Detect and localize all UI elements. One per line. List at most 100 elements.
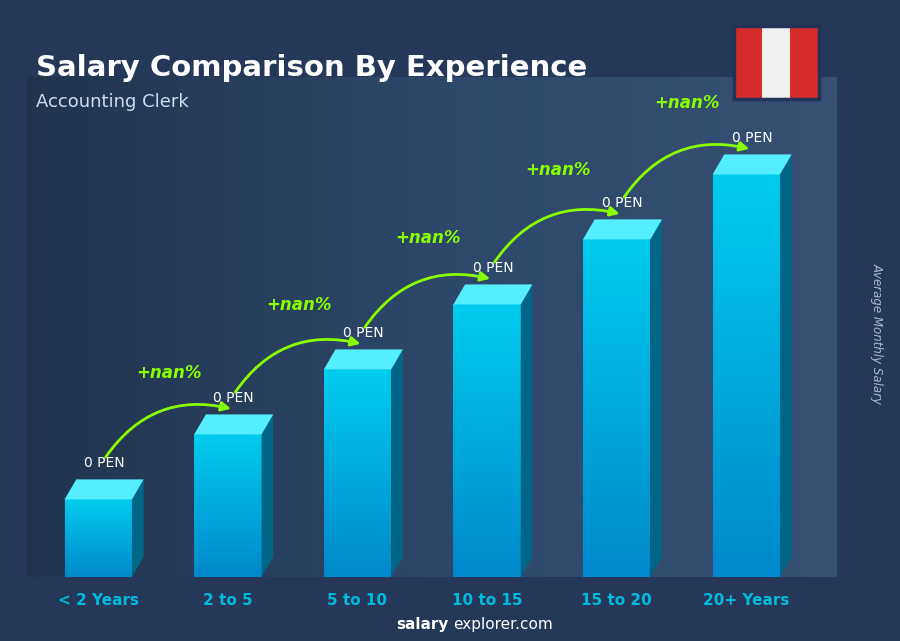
- Bar: [324, 487, 392, 490]
- Bar: [324, 466, 392, 470]
- Bar: [583, 379, 651, 386]
- Bar: [194, 438, 262, 442]
- Bar: [65, 531, 132, 533]
- Text: 0 PEN: 0 PEN: [602, 196, 643, 210]
- Bar: [583, 548, 651, 554]
- Bar: [194, 529, 262, 532]
- Bar: [324, 521, 392, 525]
- Bar: [65, 506, 132, 508]
- Bar: [454, 549, 521, 554]
- Polygon shape: [780, 154, 792, 577]
- Bar: [454, 345, 521, 350]
- Bar: [713, 235, 780, 242]
- Bar: [324, 476, 392, 480]
- Bar: [65, 525, 132, 526]
- Bar: [713, 435, 780, 443]
- Bar: [324, 556, 392, 560]
- Bar: [194, 548, 262, 551]
- Bar: [65, 569, 132, 570]
- Bar: [454, 408, 521, 413]
- Bar: [713, 456, 780, 463]
- Text: 0 PEN: 0 PEN: [472, 262, 513, 276]
- Bar: [324, 376, 392, 379]
- Bar: [583, 560, 651, 565]
- Bar: [454, 358, 521, 363]
- Bar: [324, 431, 392, 435]
- Bar: [324, 428, 392, 431]
- Bar: [454, 336, 521, 341]
- Bar: [713, 395, 780, 403]
- Bar: [583, 554, 651, 560]
- Bar: [713, 261, 780, 269]
- Bar: [194, 538, 262, 541]
- Bar: [194, 562, 262, 565]
- Bar: [324, 372, 392, 376]
- Bar: [324, 497, 392, 501]
- Bar: [454, 322, 521, 327]
- Text: salary: salary: [396, 617, 448, 633]
- Bar: [65, 562, 132, 564]
- Bar: [194, 441, 262, 444]
- Bar: [713, 503, 780, 510]
- Bar: [713, 348, 780, 356]
- Bar: [194, 481, 262, 485]
- Polygon shape: [194, 414, 274, 435]
- Bar: [194, 541, 262, 544]
- Bar: [583, 570, 651, 577]
- Bar: [583, 520, 651, 526]
- Bar: [583, 458, 651, 464]
- Bar: [324, 552, 392, 556]
- Bar: [713, 556, 780, 563]
- Bar: [790, 26, 819, 99]
- Bar: [324, 472, 392, 477]
- Bar: [324, 414, 392, 418]
- Bar: [583, 565, 651, 571]
- Bar: [454, 522, 521, 527]
- Bar: [65, 574, 132, 576]
- Bar: [583, 306, 651, 313]
- Bar: [454, 490, 521, 495]
- Bar: [194, 569, 262, 572]
- Bar: [454, 340, 521, 345]
- Bar: [194, 526, 262, 529]
- Bar: [324, 528, 392, 532]
- Bar: [65, 554, 132, 556]
- Bar: [65, 528, 132, 529]
- Bar: [713, 543, 780, 550]
- Bar: [65, 529, 132, 530]
- Bar: [194, 465, 262, 468]
- Bar: [65, 543, 132, 545]
- Bar: [454, 558, 521, 563]
- Bar: [194, 469, 262, 472]
- Bar: [583, 357, 651, 363]
- Bar: [713, 563, 780, 570]
- Bar: [713, 510, 780, 517]
- Bar: [583, 351, 651, 358]
- Bar: [454, 545, 521, 549]
- Bar: [324, 494, 392, 497]
- Bar: [324, 403, 392, 408]
- Bar: [65, 500, 132, 502]
- Bar: [324, 479, 392, 483]
- Bar: [713, 288, 780, 295]
- Text: Salary Comparison By Experience: Salary Comparison By Experience: [36, 54, 587, 83]
- Bar: [65, 575, 132, 577]
- Bar: [713, 201, 780, 208]
- Bar: [454, 445, 521, 450]
- Polygon shape: [65, 479, 144, 499]
- Bar: [713, 388, 780, 395]
- Bar: [324, 501, 392, 504]
- Bar: [65, 516, 132, 517]
- Bar: [583, 262, 651, 267]
- Bar: [324, 569, 392, 574]
- Bar: [583, 323, 651, 329]
- Bar: [324, 518, 392, 522]
- Bar: [713, 415, 780, 422]
- Bar: [65, 552, 132, 554]
- Bar: [65, 526, 132, 528]
- Bar: [734, 26, 762, 99]
- Bar: [454, 526, 521, 531]
- Bar: [324, 542, 392, 545]
- Text: 0 PEN: 0 PEN: [84, 456, 124, 470]
- FancyArrowPatch shape: [624, 142, 746, 197]
